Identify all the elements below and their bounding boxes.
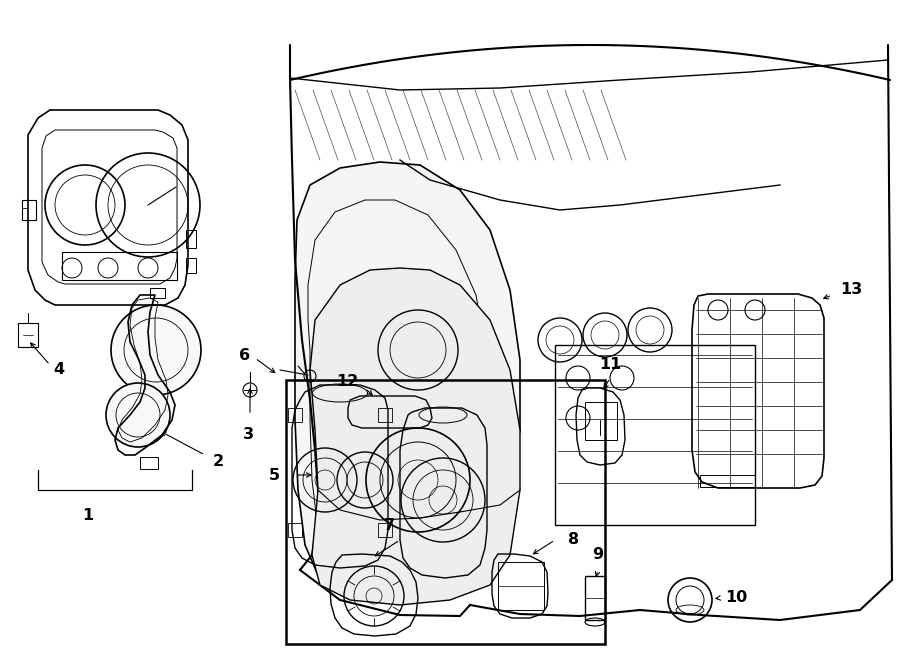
Bar [186,258,196,273]
Bar [700,475,755,487]
Bar [62,252,177,280]
Text: 2: 2 [213,455,224,469]
Bar [22,200,36,220]
Bar [150,288,165,298]
Polygon shape [310,268,520,605]
Bar [140,457,158,469]
Text: 13: 13 [840,282,862,297]
Text: 5: 5 [269,467,280,483]
Bar [18,323,38,347]
Bar [555,345,755,525]
Text: 6: 6 [238,348,250,364]
Bar [378,408,392,422]
Text: 8: 8 [568,533,579,547]
Bar [585,402,617,440]
Text: 4: 4 [53,362,64,377]
Circle shape [106,383,170,447]
Text: 7: 7 [384,518,395,533]
Circle shape [111,305,201,395]
Text: 3: 3 [242,427,254,442]
Bar [288,523,302,537]
Text: 11: 11 [598,357,621,372]
Text: 1: 1 [83,508,94,523]
Bar [498,562,544,610]
Text: 9: 9 [592,547,604,562]
Text: 10: 10 [725,590,747,605]
Bar [288,408,302,422]
Bar [585,576,605,620]
Bar [186,230,196,248]
Bar [286,380,605,644]
Text: 12: 12 [336,375,358,389]
Bar [378,523,392,537]
Polygon shape [295,162,520,590]
